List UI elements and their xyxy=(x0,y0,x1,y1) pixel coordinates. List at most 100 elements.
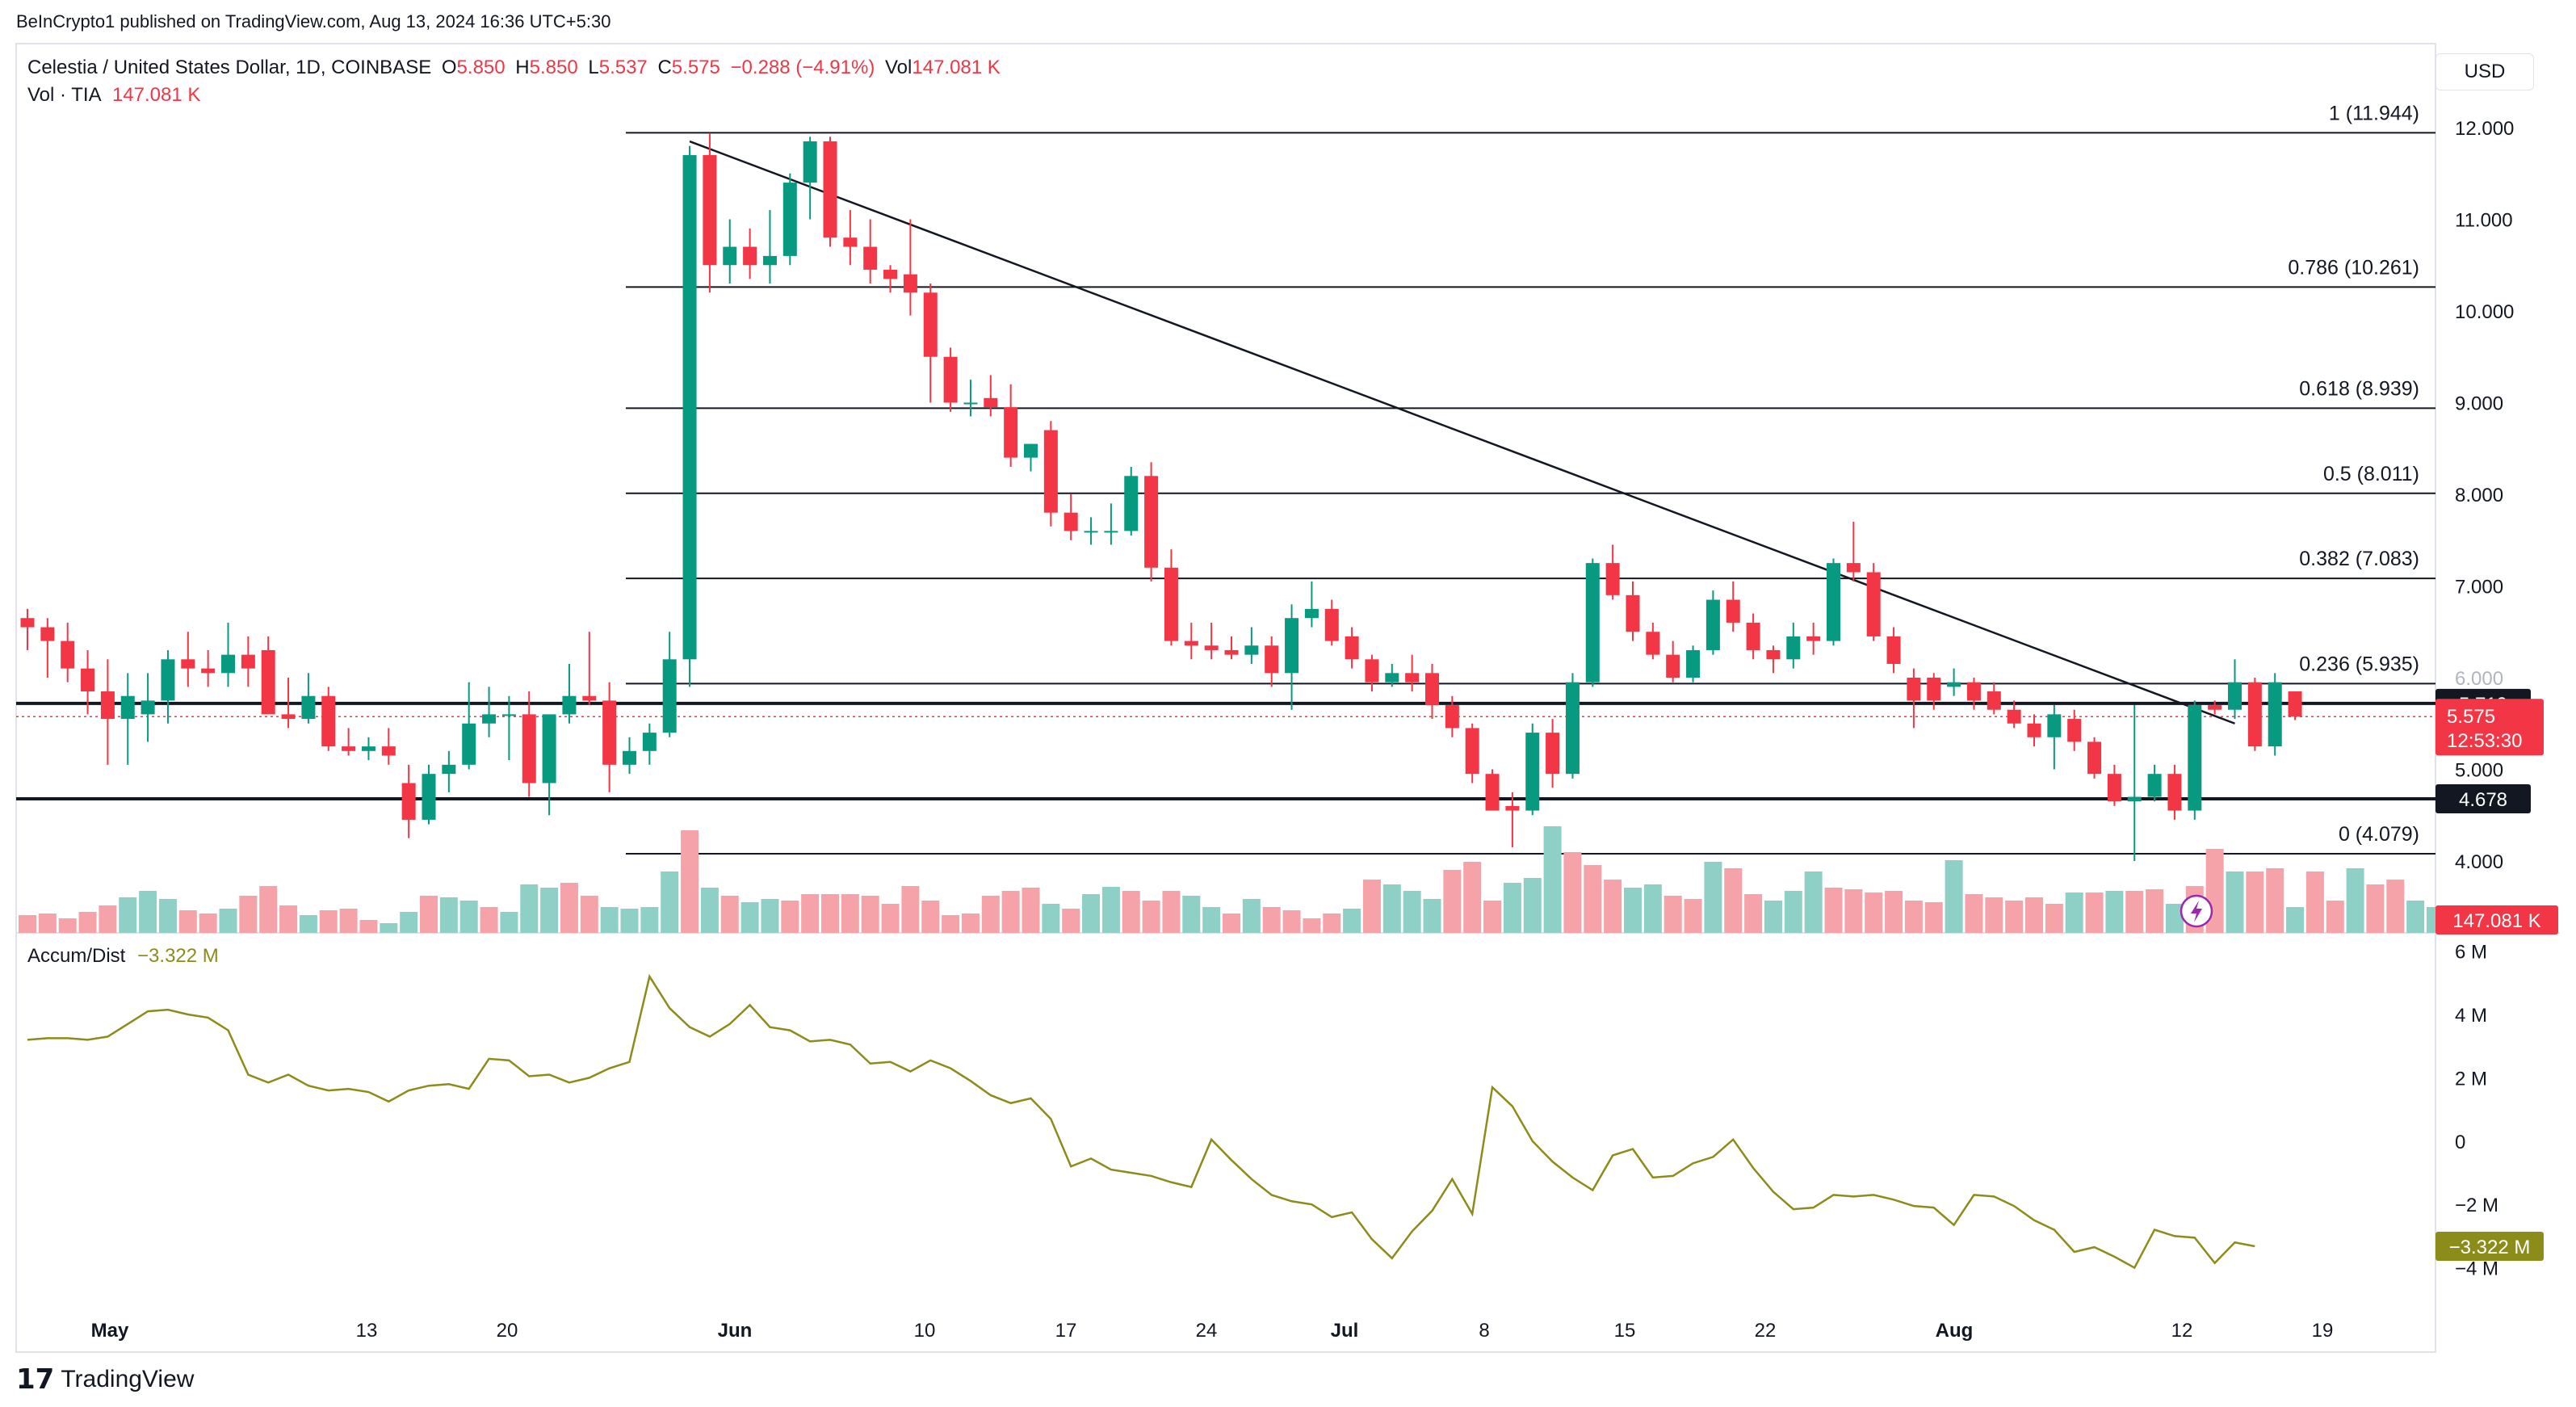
candle-body xyxy=(81,668,95,692)
candle-body xyxy=(1244,645,1259,655)
volume-bar xyxy=(2025,897,2043,933)
candle-body xyxy=(321,695,336,747)
ohlc-volume-label: Vol xyxy=(885,57,913,78)
price-axis-tick: 4.000 xyxy=(2455,851,2503,873)
volume-bar xyxy=(420,896,438,933)
candle-body xyxy=(863,246,878,270)
volume-bar xyxy=(1242,899,1261,933)
candle-body xyxy=(1485,774,1500,811)
price-axis-tick: 7.000 xyxy=(2455,577,2503,598)
volume-bar xyxy=(2105,891,2124,933)
ohlc-open: 5.850 xyxy=(456,57,506,78)
volume-bar xyxy=(2266,868,2284,933)
candle-body xyxy=(1947,682,1961,687)
adl-legend[interactable]: Accum/Dist −3.322 M xyxy=(27,945,219,968)
candle-body xyxy=(883,269,898,279)
symbol-header[interactable]: Celestia / United States Dollar, 1D, COI… xyxy=(27,57,1001,79)
candle-body xyxy=(1846,563,1861,573)
candle-body xyxy=(2107,774,2121,802)
time-axis-tick: 10 xyxy=(914,1320,936,1342)
volume-bar xyxy=(1042,904,1060,933)
volume-bar xyxy=(1282,910,1301,933)
volume-bar xyxy=(1182,896,1201,933)
time-axis-tick: Jul xyxy=(1331,1320,1359,1342)
volume-bar xyxy=(2005,901,2024,933)
volume-bar xyxy=(2065,892,2083,933)
adl-axis-tick: 0 xyxy=(2455,1132,2465,1153)
adl-legend-value: −3.322 M xyxy=(137,945,219,967)
volume-bar xyxy=(1523,878,1542,933)
candle-body xyxy=(1585,563,1600,682)
currency-button[interactable]: USD xyxy=(2435,53,2534,90)
volume-legend[interactable]: Vol · TIA 147.081 K xyxy=(27,84,200,107)
ohlc-high: 5.850 xyxy=(529,57,578,78)
candle-body xyxy=(903,274,917,293)
tradingview-logo-icon: 𝟭𝟳 xyxy=(16,1364,55,1395)
time-axis-tick: 17 xyxy=(1055,1320,1077,1342)
volume-bar xyxy=(1303,918,1321,933)
candle-body xyxy=(963,402,978,405)
volume-bar xyxy=(1663,896,1682,933)
price-axis-tick: 12.000 xyxy=(2455,118,2514,140)
candle-body xyxy=(1646,632,1660,655)
volume-bar xyxy=(259,886,278,933)
candle-body xyxy=(923,292,938,357)
volume-bar xyxy=(1403,891,1421,933)
candle-body xyxy=(1605,563,1620,595)
volume-bar xyxy=(981,896,1000,933)
candle-body xyxy=(1285,618,1299,674)
volume-bar xyxy=(2146,889,2164,933)
volume-bar xyxy=(58,918,77,933)
volume-bar xyxy=(1022,888,1040,933)
publisher-line: BeInCrypto1 published on TradingView.com… xyxy=(16,11,611,32)
volume-bar xyxy=(1904,901,1923,933)
volume-bar xyxy=(1483,901,1502,933)
volume-bar xyxy=(158,899,177,933)
fib-level-label: 0.382 (7.083) xyxy=(2299,548,2419,570)
candle-body xyxy=(221,654,235,674)
candle-body xyxy=(1966,682,1981,701)
candle-body xyxy=(582,695,597,701)
candle-body xyxy=(2087,741,2102,775)
volume-bar xyxy=(1844,889,1863,933)
candle-body xyxy=(120,695,135,720)
volume-bar xyxy=(720,896,739,933)
fib-level-label: 1 (11.944) xyxy=(2329,102,2419,124)
volume-bar xyxy=(1262,907,1281,933)
candle-body xyxy=(1465,728,1479,775)
candle-body xyxy=(642,733,657,751)
candle-body xyxy=(1686,649,1701,678)
candle-body xyxy=(1104,531,1118,533)
volume-bar xyxy=(1423,899,1441,933)
volume-bar xyxy=(139,891,157,933)
volume-bar xyxy=(580,896,598,933)
ohlc-low-label: L xyxy=(588,57,599,78)
price-axis-tick: 11.000 xyxy=(2455,210,2513,232)
candle-body xyxy=(1907,678,1921,701)
candle-body xyxy=(2228,682,2242,710)
fib-level-label: 0 (4.079) xyxy=(2339,823,2419,846)
chart-frame xyxy=(15,43,2436,1353)
price-axis-tick: 9.000 xyxy=(2455,393,2503,415)
volume-bar xyxy=(761,899,779,933)
candle-body xyxy=(342,746,356,751)
volume-bar xyxy=(2286,907,2305,933)
candle-body xyxy=(201,668,216,674)
time-axis-tick: 12 xyxy=(2171,1320,2193,1342)
lightning-icon-glyph xyxy=(2191,901,2202,922)
volume-tag-bg xyxy=(2435,905,2558,934)
volume-bar xyxy=(38,914,57,933)
candle-body xyxy=(703,155,717,266)
volume-bar xyxy=(1223,914,1240,933)
adl-tag-bg xyxy=(2435,1232,2544,1262)
tradingview-logo[interactable]: 𝟭𝟳 TradingView xyxy=(16,1363,194,1396)
volume-bar xyxy=(1965,894,1983,933)
ohlc-close: 5.575 xyxy=(671,57,720,78)
time-axis-tick: Jun xyxy=(718,1320,753,1342)
candle-body xyxy=(1987,691,2001,710)
volume-bar xyxy=(740,902,759,933)
currency-label: USD xyxy=(2464,61,2506,82)
volume-bar xyxy=(2226,872,2244,933)
candle-body xyxy=(2188,705,2202,811)
